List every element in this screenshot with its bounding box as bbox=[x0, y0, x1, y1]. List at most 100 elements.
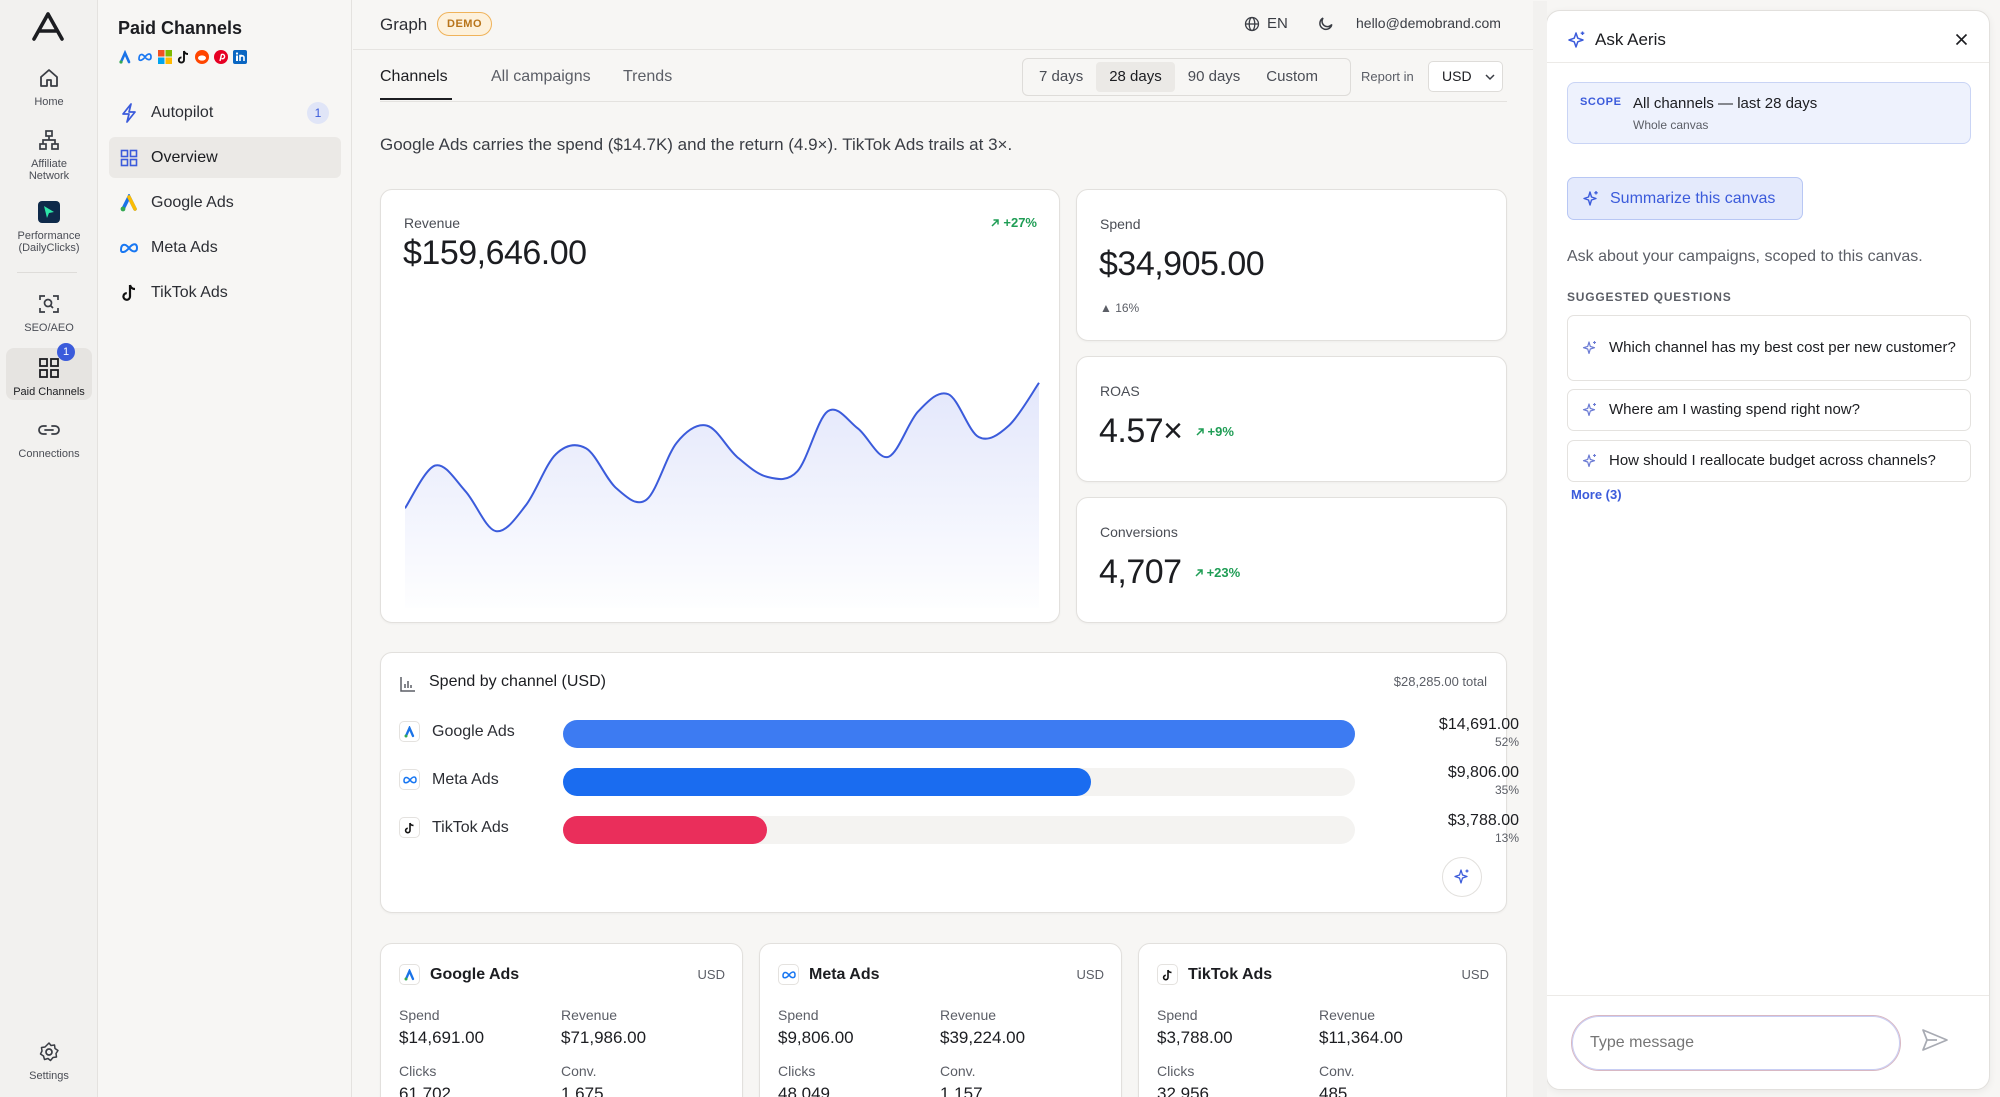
range-28-days[interactable]: 28 days bbox=[1096, 62, 1175, 92]
bar-track bbox=[563, 768, 1355, 796]
more-questions-link[interactable]: More (3) bbox=[1571, 487, 1622, 502]
grid-icon bbox=[37, 356, 61, 380]
account-email[interactable]: hello@demobrand.com bbox=[1356, 15, 1501, 31]
sidebar-item-meta-ads[interactable]: Meta Ads bbox=[109, 227, 341, 268]
bar-label: Meta Ads bbox=[432, 771, 499, 788]
globe-icon bbox=[1244, 16, 1260, 32]
revenue-label: Revenue bbox=[940, 1007, 997, 1023]
delta-value: +27% bbox=[1003, 215, 1037, 230]
sidebar-item-overview[interactable]: Overview bbox=[109, 137, 341, 178]
conv-label: Conv. bbox=[1319, 1063, 1355, 1079]
google-ads-icon bbox=[119, 193, 139, 213]
ai-insight-button[interactable] bbox=[1442, 857, 1482, 897]
spend-value: $14,691.00 bbox=[399, 1028, 485, 1047]
tab-channels[interactable]: Channels bbox=[380, 68, 448, 85]
moon-icon[interactable] bbox=[1318, 14, 1336, 32]
rail-item-connections[interactable]: Connections bbox=[6, 418, 92, 460]
spend-delta: ▲ 16% bbox=[1100, 301, 1140, 315]
tab-all-campaigns[interactable]: All campaigns bbox=[491, 68, 591, 85]
sparkle-icon bbox=[1582, 340, 1598, 356]
sidebar-item-label: Google Ads bbox=[151, 193, 234, 211]
panel-divider bbox=[1547, 995, 1989, 996]
sparkle-icon bbox=[1453, 868, 1471, 886]
close-icon[interactable] bbox=[1955, 33, 1968, 46]
rail-item-seo-aeo[interactable]: SEO/AEO bbox=[6, 292, 92, 334]
rail-item-settings[interactable]: Settings bbox=[6, 1040, 92, 1082]
arrow-up-right-icon bbox=[1195, 427, 1205, 437]
conversions-card: Conversions 4,707 +23% bbox=[1076, 497, 1507, 623]
brand-logo[interactable] bbox=[31, 12, 65, 42]
kpi-label: Spend bbox=[1100, 216, 1141, 232]
insight-summary: Google Ads carries the spend ($14.7K) an… bbox=[380, 135, 1013, 154]
range-7-days[interactable]: 7 days bbox=[1039, 68, 1084, 85]
spend-label: Spend bbox=[399, 1007, 440, 1023]
google-ads-icon bbox=[399, 721, 420, 742]
bar-label: Google Ads bbox=[432, 723, 515, 740]
revenue-area-fill bbox=[405, 382, 1039, 608]
range-custom[interactable]: Custom bbox=[1266, 68, 1318, 85]
meta-icon bbox=[119, 238, 139, 258]
scope-subtitle: Whole canvas bbox=[1633, 118, 1709, 132]
rail-label: Affiliate Network bbox=[28, 158, 70, 182]
spend-value: $9,806.00 bbox=[778, 1028, 854, 1047]
conversions-row: 4,707 +23% bbox=[1099, 553, 1240, 592]
conv-label: Conv. bbox=[940, 1063, 976, 1079]
suggested-question-text: Where am I wasting spend right now? bbox=[1609, 401, 1860, 418]
suggested-question[interactable]: Which channel has my best cost per new c… bbox=[1567, 315, 1971, 381]
scan-search-icon bbox=[37, 292, 61, 316]
google-ads-icon bbox=[118, 50, 132, 64]
suggested-questions-label: SUGGESTED QUESTIONS bbox=[1567, 290, 1732, 304]
suggested-question-text: Which channel has my best cost per new c… bbox=[1609, 339, 1956, 356]
currency-value: USD bbox=[1442, 68, 1472, 84]
sidebar-item-label: Meta Ads bbox=[151, 238, 218, 256]
clicks-value: 61,702 bbox=[399, 1084, 451, 1097]
clicks-value: 32,956 bbox=[1157, 1084, 1209, 1097]
sidebar-item-tiktok-ads[interactable]: TikTok Ads bbox=[109, 272, 341, 313]
revenue-value: $11,364.00 bbox=[1319, 1028, 1403, 1047]
revenue-value: $159,646.00 bbox=[403, 234, 587, 272]
revenue-value: $39,224.00 bbox=[940, 1028, 1026, 1047]
bar-label: TikTok Ads bbox=[432, 819, 509, 836]
sidebar-item-label: TikTok Ads bbox=[151, 283, 228, 301]
rail-item-performance[interactable]: Performance (DailyClicks) bbox=[6, 200, 92, 256]
spend-chart-title: Spend by channel (USD) bbox=[429, 673, 606, 690]
bar-amount: $3,788.00 bbox=[1447, 812, 1519, 829]
gear-icon bbox=[37, 1040, 61, 1064]
channel-name: TikTok Ads bbox=[1188, 965, 1273, 983]
sparkle-icon bbox=[1582, 402, 1598, 418]
rail-divider bbox=[17, 272, 77, 273]
scope-title: All channels — last 28 days bbox=[1633, 95, 1818, 112]
roas-row: 4.57× +9% bbox=[1099, 412, 1234, 451]
notification-badge: 1 bbox=[57, 343, 75, 361]
reddit-icon bbox=[195, 50, 209, 64]
sidebar-item-autopilot[interactable]: Autopilot 1 bbox=[109, 92, 341, 133]
bar-chart-icon bbox=[400, 676, 416, 692]
sidebar-item-google-ads[interactable]: Google Ads bbox=[109, 182, 341, 223]
suggested-question[interactable]: How should I reallocate budget across ch… bbox=[1567, 440, 1971, 482]
suggested-question[interactable]: Where am I wasting spend right now? bbox=[1567, 389, 1971, 431]
rail-item-affiliate-network[interactable]: Affiliate Network bbox=[6, 128, 92, 182]
spend-value: $3,788.00 bbox=[1157, 1028, 1233, 1047]
spend-label: Spend bbox=[1157, 1007, 1198, 1023]
rail-item-home[interactable]: Home bbox=[6, 66, 92, 108]
clicks-label: Clicks bbox=[778, 1063, 816, 1079]
report-in-label: Report in bbox=[1361, 69, 1414, 84]
language-switcher[interactable]: EN bbox=[1244, 15, 1288, 32]
active-tab-indicator bbox=[380, 98, 452, 100]
range-90-days[interactable]: 90 days bbox=[1187, 68, 1241, 85]
tab-trends[interactable]: Trends bbox=[623, 68, 673, 85]
send-icon[interactable] bbox=[1921, 1027, 1949, 1053]
rail-label: Home bbox=[34, 96, 64, 108]
summarize-canvas-button[interactable]: Summarize this canvas bbox=[1567, 177, 1803, 220]
conv-value: 485 bbox=[1319, 1084, 1348, 1097]
home-icon bbox=[37, 66, 61, 90]
bar-row-google-ads: Google Ads $14,691.00 52% bbox=[399, 713, 1519, 751]
rail-item-paid-channels[interactable]: 1 Paid Channels bbox=[6, 343, 92, 400]
view-tabs: Channels All campaigns Trends bbox=[380, 58, 1507, 102]
page-title: Graph bbox=[380, 15, 428, 34]
main-content: Graph DEMO EN hello@demobrand.com Channe… bbox=[353, 0, 1533, 1097]
currency-select[interactable]: USD bbox=[1428, 61, 1503, 92]
clicks-label: Clicks bbox=[399, 1063, 437, 1079]
channel-currency: USD bbox=[1461, 967, 1489, 982]
message-input[interactable] bbox=[1571, 1015, 1901, 1071]
